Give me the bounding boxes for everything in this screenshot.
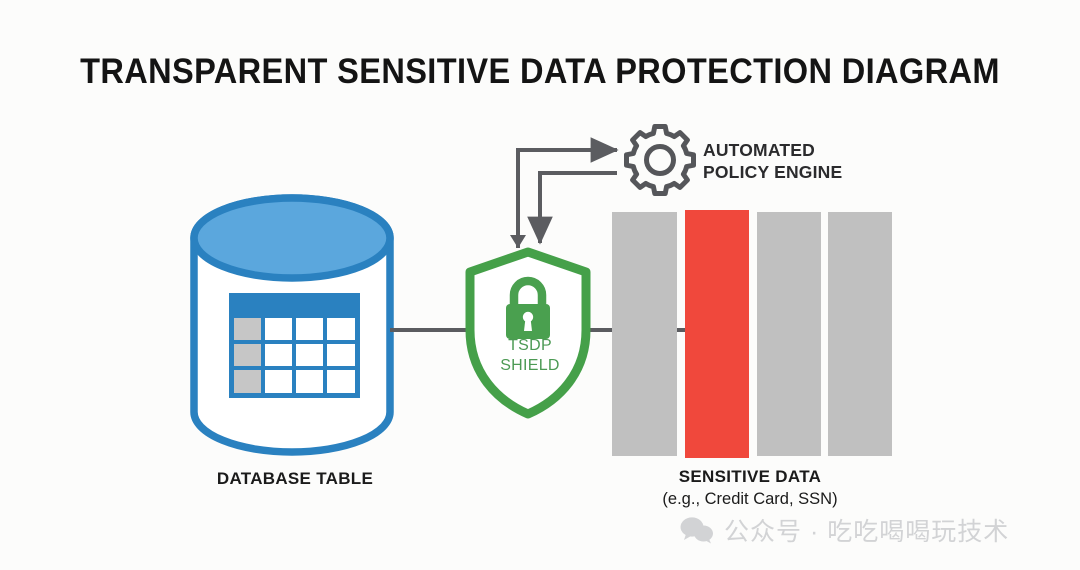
sensitive-data-bars (612, 210, 892, 458)
policy-engine-label: AUTOMATED POLICY ENGINE (703, 139, 842, 183)
database-caption: DATABASE TABLE (216, 469, 374, 488)
shield-lock-icon (465, 247, 591, 419)
page-title: TRANSPARENT SENSITIVE DATA PROTECTION DI… (80, 52, 1000, 91)
sensitive-data-bar-3 (757, 212, 821, 456)
sensitive-data-caption: SENSITIVE DATA (e.g., Credit Card, SSN) (605, 466, 895, 510)
sensitive-data-bar-2 (685, 210, 749, 458)
policy-engine-label-line1: AUTOMATED (703, 140, 815, 160)
watermark-text: 公众号 · 吃吃喝喝玩技术 (724, 518, 1010, 546)
shield-label: TSDP SHIELD (470, 336, 590, 376)
shield-to-policy-engine-connector (510, 137, 619, 248)
sensitive-data-bar-4 (828, 212, 892, 456)
database-cylinder-icon (190, 194, 394, 456)
sensitive-data-caption-line2: (e.g., Credit Card, SSN) (662, 490, 838, 508)
policy-engine-label-line2: POLICY ENGINE (703, 162, 843, 182)
watermark: 公众号 · 吃吃喝喝玩技术 (680, 512, 1009, 548)
policy-engine-to-shield-connector (527, 171, 617, 245)
wechat-icon (680, 516, 714, 544)
database-table-graphic (229, 293, 360, 398)
shield-label-line2: SHIELD (500, 357, 560, 374)
sensitive-data-caption-line1: SENSITIVE DATA (678, 467, 822, 486)
gear-icon (624, 124, 696, 196)
shield-label-line1: TSDP (508, 337, 552, 354)
sensitive-data-bar-1 (612, 212, 677, 456)
